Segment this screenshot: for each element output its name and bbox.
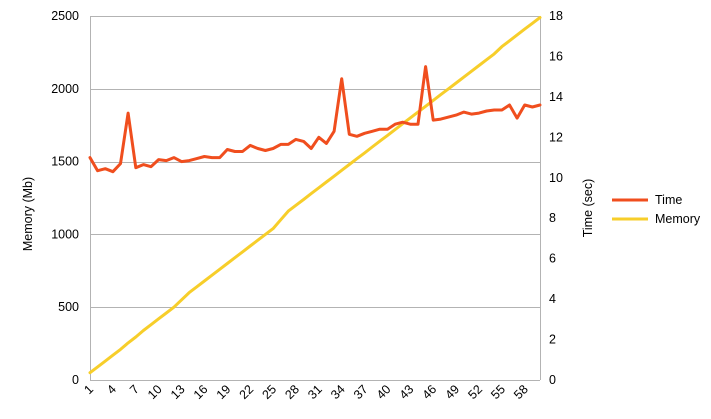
x-tick-label: 22 [237, 382, 257, 402]
right-tick-label: 16 [549, 49, 563, 63]
legend-label-memory: Memory [655, 212, 701, 226]
x-tick-label: 16 [191, 382, 211, 402]
x-tick-label: 52 [465, 382, 485, 402]
right-tick-label: 12 [549, 130, 563, 144]
right-tick-label: 4 [549, 292, 556, 306]
x-tick-label: 4 [104, 382, 119, 397]
right-tick-label: 6 [549, 252, 556, 266]
left-tick-label: 2000 [51, 82, 79, 96]
x-tick-label: 40 [374, 382, 394, 402]
left-tick-label: 2500 [51, 9, 79, 23]
x-tick-label: 49 [442, 382, 462, 402]
x-axis-ticks: 1 4 7 10 13 16 19 22 25 28 31 34 37 40 43 46 49 52 55 58 [81, 382, 531, 402]
x-tick-label: 7 [127, 382, 142, 397]
plot-area [90, 16, 541, 380]
right-axis-title: Time (sec) [581, 179, 595, 238]
left-axis-ticks: 0 500 1000 1500 2000 2500 [51, 9, 79, 387]
legend: Time Memory [612, 193, 701, 226]
left-tick-label: 1500 [51, 155, 79, 169]
right-tick-label: 2 [549, 333, 556, 347]
memory-series-line [88, 16, 542, 375]
x-tick-label: 13 [168, 382, 188, 402]
x-tick-label: 28 [282, 382, 302, 402]
right-axis-ticks: 0 2 4 6 8 10 12 14 16 18 [549, 9, 563, 387]
left-tick-label: 1000 [51, 227, 79, 241]
right-tick-label: 14 [549, 90, 563, 104]
time-series-line [88, 65, 542, 174]
x-tick-label: 1 [81, 382, 96, 397]
x-tick-label: 43 [397, 382, 417, 402]
left-tick-label: 0 [72, 373, 79, 387]
gridlines [90, 16, 540, 381]
x-tick-label: 31 [305, 382, 325, 402]
legend-label-time: Time [655, 193, 682, 207]
series-lines [88, 16, 542, 375]
right-tick-label: 0 [549, 373, 556, 387]
x-tick-label: 58 [511, 382, 531, 402]
x-tick-label: 25 [259, 382, 279, 402]
left-tick-label: 500 [58, 300, 79, 314]
x-tick-label: 34 [328, 382, 348, 402]
right-tick-label: 8 [549, 211, 556, 225]
right-tick-label: 10 [549, 171, 563, 185]
x-tick-label: 10 [145, 382, 165, 402]
right-tick-label: 18 [549, 9, 563, 23]
x-tick-label: 37 [351, 382, 371, 402]
x-tick-label: 19 [214, 382, 234, 402]
x-tick-label: 55 [488, 382, 508, 402]
left-axis-title: Memory (Mb) [21, 177, 35, 251]
x-tick-label: 46 [420, 382, 440, 402]
